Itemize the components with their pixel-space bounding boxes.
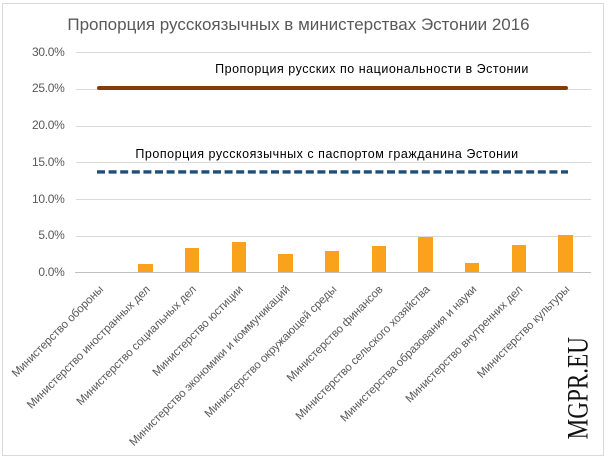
svg-text:MGPR.EU: MGPR.EU [562,337,595,440]
